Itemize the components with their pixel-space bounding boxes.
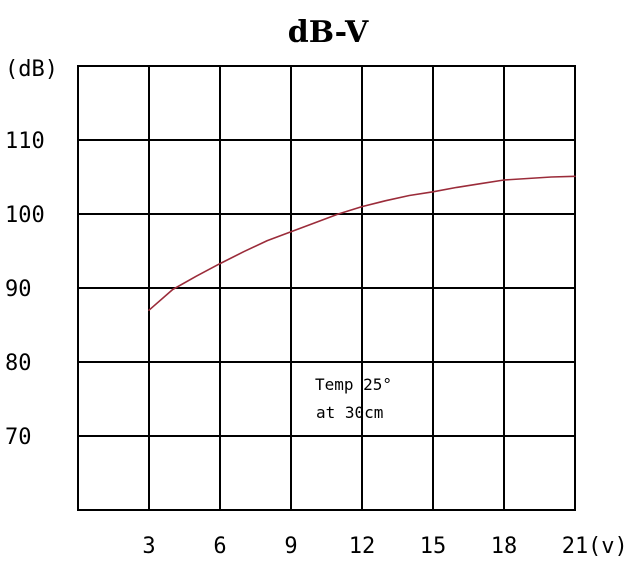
y-tick-label: 70 [5, 425, 32, 450]
x-unit-label: (v) [588, 534, 628, 559]
x-tick-label: 18 [491, 534, 518, 559]
x-tick-label: 15 [420, 534, 447, 559]
grid [78, 66, 575, 510]
annotation-line-1: Temp 25° [315, 375, 392, 394]
x-tick-label: 3 [142, 534, 155, 559]
y-tick-label: 110 [5, 129, 45, 154]
x-tick-label: 12 [349, 534, 376, 559]
x-tick-label: 21 [562, 534, 589, 559]
y-unit-label: (dB) [5, 57, 58, 82]
y-tick-labels: 70 80 90 100 110 [5, 129, 45, 450]
y-tick-label: 100 [5, 203, 45, 228]
x-tick-label: 6 [213, 534, 226, 559]
y-tick-label: 90 [5, 277, 32, 302]
chart-title: dB-V [288, 15, 369, 50]
annotation-line-2: at 30cm [316, 403, 383, 422]
y-tick-label: 80 [5, 351, 32, 376]
x-tick-labels: 3 6 9 12 15 18 21 [142, 534, 588, 559]
x-tick-label: 9 [284, 534, 297, 559]
